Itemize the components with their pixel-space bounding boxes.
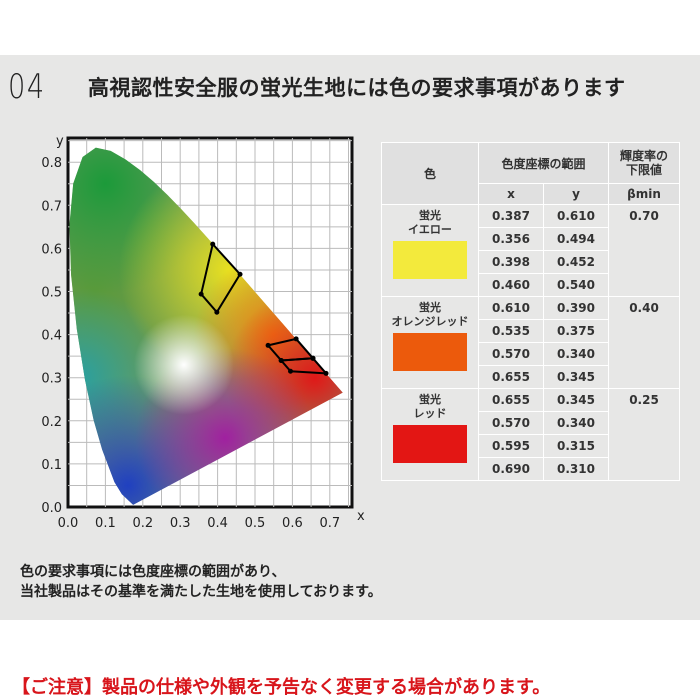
x-tick-label: 0.4 [207, 516, 228, 531]
x-tick-label: 0.0 [58, 516, 79, 531]
x-value: 0.387 [478, 204, 544, 228]
x-value: 0.398 [478, 250, 544, 274]
col-beta-header: βmin [608, 183, 680, 205]
x-value: 0.655 [478, 365, 544, 389]
y-tick-label: 0.3 [41, 372, 62, 387]
x-value: 0.690 [478, 457, 544, 481]
beta-value: 0.70 [608, 204, 680, 297]
lum-header-line: 輝度率の [619, 149, 668, 163]
color-name: 蛍光 [419, 301, 441, 314]
color-name: オレンジレッド [391, 315, 469, 328]
beta-value: 0.40 [608, 296, 680, 389]
x-value: 0.570 [478, 342, 544, 366]
x-value: 0.356 [478, 227, 544, 251]
lum-header-line: 下限値 [625, 163, 662, 177]
vertex-point [323, 370, 329, 376]
color-swatch [393, 425, 467, 463]
col-lum-header: 輝度率の 下限値 [608, 142, 680, 184]
x-axis-label: x [357, 509, 365, 524]
x-value: 0.595 [478, 434, 544, 458]
y-value: 0.340 [543, 342, 609, 366]
x-tick-label: 0.1 [95, 516, 116, 531]
y-tick-label: 0.4 [41, 329, 62, 344]
x-tick-label: 0.5 [245, 516, 266, 531]
requirements-table: 色 色度座標の範囲 輝度率の 下限値 x y βmin 蛍光 イエロー 0.387 0.… [381, 142, 680, 481]
vertex-point [210, 241, 216, 247]
table-row: 0.398 0.452 [382, 250, 680, 274]
description-line: 色の要求事項には色度座標の範囲があり、 [20, 564, 286, 580]
table-row: 0.570 0.340 [382, 411, 680, 435]
x-tick-label: 0.2 [132, 516, 153, 531]
vertex-point [214, 309, 220, 315]
y-value: 0.375 [543, 319, 609, 343]
y-tick-label: 0.8 [41, 156, 62, 171]
vertex-point [310, 355, 316, 361]
notice-text: 【ご注意】製品の仕様や外観を予告なく変更する場合があります。 [12, 677, 551, 698]
color-cell: 蛍光 イエロー [381, 204, 479, 297]
y-value: 0.452 [543, 250, 609, 274]
table-row: 0.595 0.315 [382, 434, 680, 458]
x-tick-label: 0.7 [319, 516, 340, 531]
y-value: 0.390 [543, 296, 609, 320]
col-coords-header: 色度座標の範囲 [478, 142, 609, 184]
color-name: 蛍光 [419, 209, 441, 222]
description-line: 当社製品はその基準を満たした生地を使用しております。 [20, 584, 382, 600]
x-value: 0.655 [478, 388, 544, 412]
section-number: 04 [8, 67, 46, 107]
vertex-point [237, 271, 243, 277]
y-value: 0.540 [543, 273, 609, 297]
y-value: 0.494 [543, 227, 609, 251]
table-row: 0.356 0.494 [382, 227, 680, 251]
x-value: 0.460 [478, 273, 544, 297]
color-name: 蛍光 [419, 393, 441, 406]
col-x-header: x [478, 183, 544, 205]
y-tick-label: 0.5 [41, 286, 62, 301]
color-cell: 蛍光 オレンジレッド [381, 296, 479, 389]
table-row: 0.570 0.340 [382, 342, 680, 366]
vertex-point [293, 336, 299, 342]
y-tick-label: 0.0 [41, 501, 62, 516]
x-tick-label: 0.6 [282, 516, 303, 531]
y-tick-label: 0.6 [41, 242, 62, 257]
vertex-point [265, 342, 271, 348]
y-value: 0.340 [543, 411, 609, 435]
y-value: 0.345 [543, 365, 609, 389]
y-value: 0.610 [543, 204, 609, 228]
y-tick-label: 0.7 [41, 199, 62, 214]
x-value: 0.570 [478, 411, 544, 435]
table-row: 0.460 0.540 [382, 273, 680, 297]
description: 色の要求事項には色度座標の範囲があり、 当社製品はその基準を満たした生地を使用し… [20, 562, 382, 602]
table-row: 蛍光 レッド 0.655 0.345 0.25 [381, 388, 680, 481]
col-y-header: y [543, 183, 609, 205]
table-row: 0.690 0.310 [382, 457, 680, 481]
table-row: 蛍光 イエロー 0.387 0.610 0.70 [381, 204, 680, 297]
y-value: 0.310 [543, 457, 609, 481]
table-row: 蛍光 オレンジレッド 0.610 0.390 0.40 [381, 296, 680, 389]
color-name: レッド [413, 407, 447, 420]
vertex-point [278, 357, 284, 363]
x-value: 0.610 [478, 296, 544, 320]
y-value: 0.315 [543, 434, 609, 458]
y-tick-label: 0.2 [41, 415, 62, 430]
x-tick-label: 0.3 [170, 516, 191, 531]
color-swatch [393, 333, 467, 371]
table-row: 0.535 0.375 [382, 319, 680, 343]
beta-value: 0.25 [608, 388, 680, 481]
color-name: イエロー [408, 223, 452, 236]
vertex-point [288, 368, 294, 374]
vertex-point [198, 291, 204, 297]
y-tick-label: 0.1 [41, 458, 62, 473]
y-value: 0.345 [543, 388, 609, 412]
chromaticity-diagram: 0.0 0.1 0.2 0.3 0.4 0.5 0.6 0.7 0.0 0.1 0.2 0.3 0.4 0… [41, 134, 365, 531]
section-title: 高視認性安全服の蛍光生地には色の要求事項があります [88, 76, 626, 100]
y-axis-label: y [56, 134, 64, 149]
col-color-header: 色 [381, 142, 479, 205]
x-value: 0.535 [478, 319, 544, 343]
color-cell: 蛍光 レッド [381, 388, 479, 481]
color-swatch [393, 241, 467, 279]
